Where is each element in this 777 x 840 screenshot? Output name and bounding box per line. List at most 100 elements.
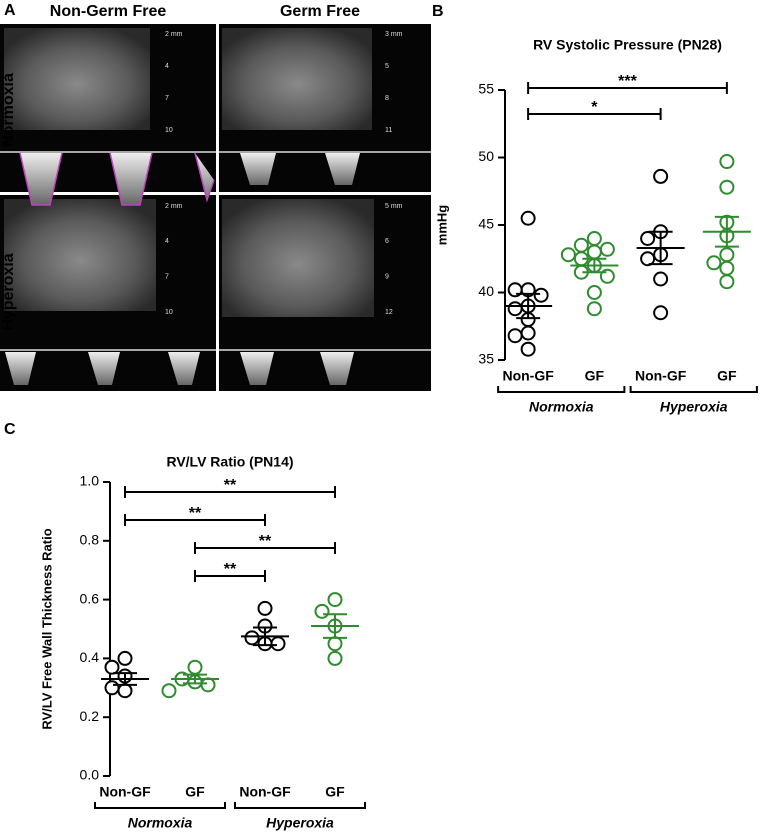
doppler-wave: [19, 152, 215, 206]
depth-label: 6: [385, 238, 389, 245]
significance-label: **: [189, 505, 202, 522]
echo-view: [222, 199, 374, 317]
depth-label: 10: [165, 309, 173, 316]
data-point: [187, 659, 203, 675]
data-point: [117, 650, 133, 666]
data-point: [640, 251, 656, 267]
error-bar: [183, 673, 207, 685]
data-point: [117, 683, 133, 699]
x-tick-label: Non-GF: [239, 784, 291, 800]
significance-label: **: [259, 533, 272, 550]
data-point: [586, 231, 602, 246]
depth-label: 7: [165, 95, 169, 102]
y-tick-label: 55: [478, 81, 494, 97]
error-bar: [323, 613, 347, 639]
significance-bracket: [124, 514, 266, 526]
data-point: [586, 244, 602, 260]
x-tick-label: Non-GF: [99, 784, 151, 800]
depth-label: 5: [385, 63, 389, 70]
data-point: [719, 274, 735, 290]
row-label: Hyperoxia: [0, 253, 17, 330]
data-point: [327, 592, 343, 608]
depth-label: 10: [165, 127, 173, 134]
y-tick-label: 0.2: [80, 708, 100, 724]
doppler-wave: [5, 352, 200, 385]
group-bracket: [234, 802, 366, 809]
y-tick-label: 45: [478, 216, 494, 232]
chart-title: RV/LV Ratio (PN14): [166, 454, 293, 470]
data-point: [640, 231, 656, 246]
depth-label: 9: [385, 274, 389, 281]
depth-label: 4: [165, 63, 169, 70]
significance-bracket: [527, 108, 662, 120]
data-point: [161, 683, 177, 699]
column-label: Germ Free: [280, 3, 360, 20]
significance-label: **: [224, 561, 237, 578]
significance-bracket: [194, 542, 336, 554]
data-point: [507, 328, 523, 344]
data-point: [270, 636, 286, 652]
chart-title: RV Systolic Pressure (PN28): [533, 37, 722, 53]
data-point: [719, 260, 735, 276]
significance-bracket: [194, 570, 266, 582]
y-tick-label: 35: [478, 351, 494, 367]
data-point: [244, 630, 260, 646]
row-label: Normoxia: [0, 73, 17, 147]
x-tick-label: GF: [585, 368, 605, 384]
data-point: [719, 247, 735, 263]
significance-label: ***: [618, 73, 637, 90]
doppler-wave: [240, 153, 360, 185]
data-point: [507, 301, 523, 317]
error-bar: [253, 626, 277, 647]
x-tick-label: Non-GF: [635, 368, 687, 384]
data-point: [327, 650, 343, 666]
y-tick-label: 40: [478, 283, 494, 299]
data-point: [520, 341, 536, 357]
data-point: [653, 271, 669, 287]
data-point: [706, 255, 722, 271]
depth-label: 11: [385, 127, 392, 134]
data-point: [314, 603, 330, 619]
y-tick-label: 0.4: [80, 649, 100, 665]
depth-label: 2 mm: [165, 31, 183, 38]
panel-label: A: [4, 2, 16, 19]
group-bracket: [629, 386, 758, 393]
echo-view: [222, 28, 372, 130]
y-tick-label: 0.0: [80, 767, 100, 783]
group-bracket: [94, 802, 226, 809]
data-point: [200, 677, 216, 693]
data-point: [599, 241, 615, 257]
data-point: [257, 600, 273, 616]
data-point: [327, 636, 343, 652]
depth-label: 8: [385, 95, 389, 102]
data-point: [520, 210, 536, 226]
column-label: Non-Germ Free: [50, 3, 167, 20]
depth-label: 5 mm: [385, 203, 403, 210]
y-tick-label: 1.0: [80, 473, 100, 489]
data-point: [573, 237, 589, 253]
depth-label: 2 mm: [165, 203, 183, 210]
depth-label: 4: [165, 238, 169, 245]
depth-label: 12: [385, 309, 393, 316]
significance-bracket: [124, 486, 336, 498]
group-label: Hyperoxia: [660, 399, 728, 415]
x-tick-label: GF: [185, 784, 205, 800]
panel-label: C: [4, 421, 16, 438]
group-bracket: [497, 386, 626, 393]
error-bar: [714, 215, 739, 248]
group-label: Normoxia: [128, 815, 193, 831]
y-axis-label: RV/LV Free Wall Thickness Ratio: [39, 528, 54, 729]
depth-label: 7: [165, 274, 169, 281]
x-tick-label: GF: [717, 368, 737, 384]
y-axis-label: mmHg: [434, 205, 449, 246]
echo-view: [4, 28, 150, 130]
depth-label: 3 mm: [385, 31, 403, 38]
data-point: [586, 285, 602, 300]
y-tick-label: 0.6: [80, 590, 100, 606]
x-tick-label: GF: [325, 784, 345, 800]
ultrasound-images: [0, 24, 431, 391]
data-point: [653, 168, 669, 184]
x-tick-label: Non-GF: [502, 368, 554, 384]
doppler-wave: [240, 352, 354, 385]
